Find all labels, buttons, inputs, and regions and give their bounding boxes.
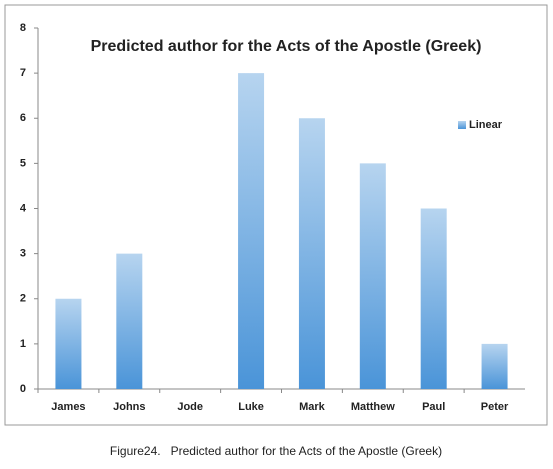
x-tick-label: Paul [422, 401, 445, 413]
y-tick-label: 5 [20, 157, 26, 169]
x-tick-label: Matthew [351, 401, 395, 413]
x-tick-label: James [51, 401, 85, 413]
chart-title: Predicted author for the Acts of the Apo… [91, 38, 482, 55]
legend-swatch [458, 121, 466, 129]
bar [298, 118, 325, 389]
bar [481, 343, 508, 389]
x-tick-label: Luke [238, 401, 264, 413]
y-tick-label: 7 [20, 67, 26, 79]
x-tick-label: Mark [299, 401, 326, 413]
y-tick-label: 2 [20, 293, 26, 305]
y-tick-label: 3 [20, 248, 26, 260]
bar [420, 208, 447, 389]
y-tick-label: 1 [20, 338, 26, 350]
x-tick-label: Peter [481, 401, 509, 413]
x-tick-label: Johns [113, 401, 145, 413]
caption: Figure24. Predicted author for the Acts … [110, 444, 442, 458]
bar [55, 298, 82, 389]
bar [359, 163, 386, 389]
bar [238, 73, 265, 389]
legend-label: Linear [469, 119, 503, 131]
x-tick-label: Jode [177, 401, 203, 413]
y-tick-label: 0 [20, 383, 26, 395]
bar [116, 253, 143, 389]
y-tick-label: 4 [20, 202, 27, 214]
y-tick-label: 6 [20, 112, 26, 124]
chart-frame [4, 4, 548, 426]
y-tick-label: 8 [20, 22, 26, 34]
